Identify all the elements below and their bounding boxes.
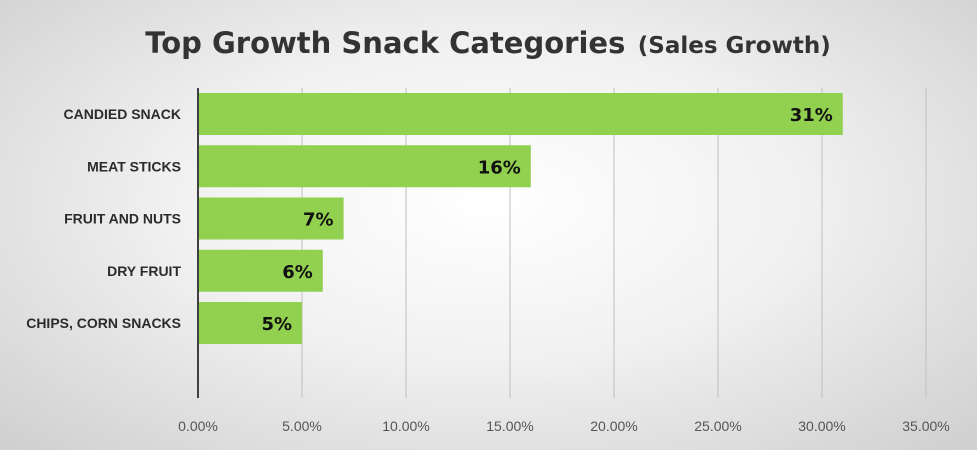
bar	[198, 197, 344, 240]
category-label: CANDIED SNACK	[64, 106, 181, 122]
x-tick-label: 20.00%	[590, 418, 637, 434]
data-labels: 31% 16% 7% 6% 5%	[261, 105, 832, 335]
bar	[198, 249, 323, 292]
x-tick-label: 15.00%	[486, 418, 533, 434]
x-tick-label: 10.00%	[382, 418, 429, 434]
x-tick-label: 30.00%	[798, 418, 845, 434]
data-label: 7%	[303, 210, 334, 231]
category-labels: CANDIED SNACK MEAT STICKS FRUIT AND NUTS DR…	[26, 106, 181, 331]
gridlines	[301, 88, 927, 398]
chart-title-main: Top Growth Snack Categories	[145, 26, 625, 60]
category-label: MEAT STICKS	[87, 158, 181, 174]
x-tick-label: 35.00%	[902, 418, 949, 434]
category-label: FRUIT AND NUTS	[64, 211, 181, 227]
bar	[198, 93, 843, 135]
x-axis-ticks: 0.00% 5.00% 10.00% 15.00% 20.00% 25.00% 30.00%…	[178, 418, 950, 434]
data-label: 16%	[478, 157, 521, 178]
category-label: DRY FRUIT	[107, 263, 181, 279]
chart-title: Top Growth Snack Categories (Sales Growt…	[145, 26, 830, 60]
data-label: 31%	[790, 105, 833, 126]
data-label: 5%	[261, 314, 292, 335]
category-label: CHIPS, CORN SNACKS	[26, 315, 181, 331]
x-tick-label: 5.00%	[282, 418, 322, 434]
bar	[198, 145, 531, 188]
x-tick-label: 0.00%	[178, 418, 218, 434]
bars	[198, 93, 843, 344]
data-label: 6%	[282, 262, 313, 283]
x-tick-label: 25.00%	[694, 418, 741, 434]
chart-title-sub: (Sales Growth)	[638, 33, 831, 59]
bar	[198, 302, 302, 344]
